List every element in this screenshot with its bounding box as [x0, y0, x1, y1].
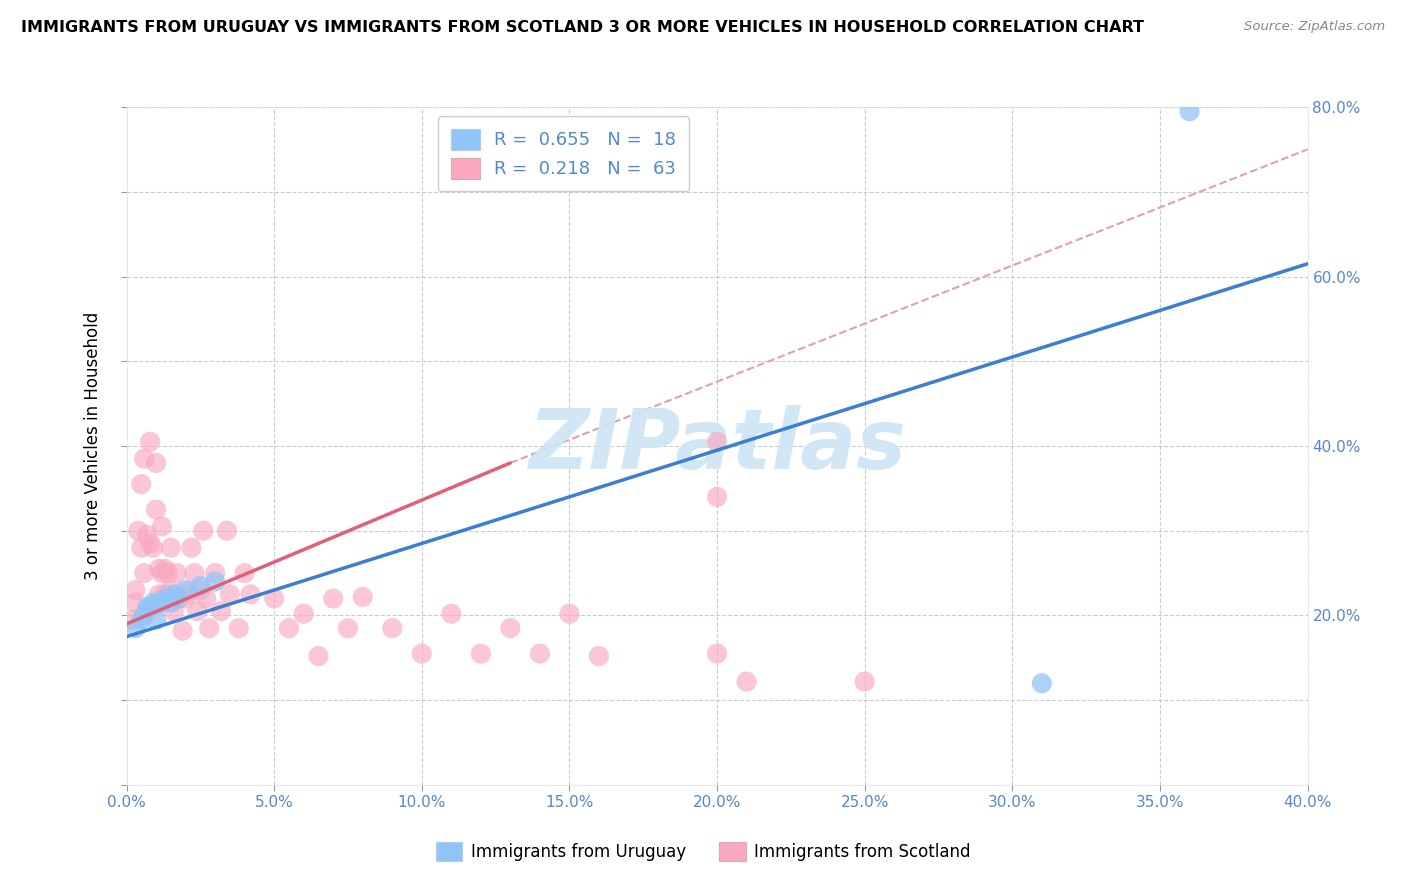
Point — [124, 596, 146, 610]
Point — [188, 579, 211, 593]
Point — [307, 649, 329, 664]
Text: ZIPatlas: ZIPatlas — [529, 406, 905, 486]
Point — [499, 621, 522, 635]
Point — [381, 621, 404, 635]
Point — [706, 434, 728, 449]
Legend: R =  0.655   N =  18, R =  0.218   N =  63: R = 0.655 N = 18, R = 0.218 N = 63 — [439, 116, 689, 191]
Point — [853, 674, 876, 689]
Point — [127, 524, 149, 538]
Point — [139, 536, 162, 550]
Point — [124, 621, 146, 635]
Point — [124, 583, 146, 598]
Point — [145, 502, 167, 516]
Point — [588, 649, 610, 664]
Point — [166, 591, 188, 606]
Text: Source: ZipAtlas.com: Source: ZipAtlas.com — [1244, 20, 1385, 33]
Point — [735, 674, 758, 689]
Point — [292, 607, 315, 621]
Point — [233, 566, 256, 580]
Point — [159, 583, 183, 598]
Point — [148, 562, 170, 576]
Point — [150, 566, 173, 580]
Point — [215, 524, 238, 538]
Point — [186, 604, 208, 618]
Point — [198, 621, 221, 635]
Point — [166, 566, 188, 580]
Point — [150, 596, 173, 610]
Point — [278, 621, 301, 635]
Point — [706, 647, 728, 661]
Point — [153, 591, 176, 606]
Point — [156, 566, 179, 580]
Point — [177, 584, 200, 599]
Point — [169, 591, 191, 606]
Point — [470, 647, 492, 661]
Point — [209, 604, 232, 618]
Point — [193, 524, 215, 538]
Point — [159, 596, 183, 610]
Text: IMMIGRANTS FROM URUGUAY VS IMMIGRANTS FROM SCOTLAND 3 OR MORE VEHICLES IN HOUSEH: IMMIGRANTS FROM URUGUAY VS IMMIGRANTS FR… — [21, 20, 1144, 35]
Legend: Immigrants from Uruguay, Immigrants from Scotland: Immigrants from Uruguay, Immigrants from… — [429, 835, 977, 868]
Point — [136, 599, 159, 614]
Point — [121, 613, 143, 627]
Point — [142, 596, 165, 610]
Point — [148, 587, 170, 601]
Point — [129, 541, 153, 555]
Point — [129, 477, 153, 491]
Point — [153, 562, 176, 576]
Point — [174, 591, 197, 606]
Point — [174, 583, 197, 598]
Point — [337, 621, 360, 635]
Point — [180, 541, 202, 555]
Point — [159, 541, 183, 555]
Point — [204, 566, 226, 580]
Point — [148, 596, 170, 610]
Point — [352, 590, 374, 604]
Point — [263, 591, 285, 606]
Point — [134, 451, 156, 466]
Point — [163, 587, 186, 601]
Point — [204, 574, 226, 589]
Point — [150, 519, 173, 533]
Point — [163, 604, 186, 618]
Point — [529, 647, 551, 661]
Point — [136, 528, 159, 542]
Point — [228, 621, 250, 635]
Point — [195, 591, 218, 606]
Point — [145, 456, 167, 470]
Point — [1178, 104, 1201, 119]
Point — [134, 566, 156, 580]
Point — [706, 490, 728, 504]
Point — [139, 599, 162, 614]
Point — [188, 583, 211, 598]
Point — [183, 566, 205, 580]
Point — [440, 607, 463, 621]
Point — [322, 591, 344, 606]
Point — [1031, 676, 1053, 690]
Point — [142, 541, 165, 555]
Point — [558, 607, 581, 621]
Point — [219, 587, 242, 601]
Point — [139, 434, 162, 449]
Point — [153, 587, 176, 601]
Point — [134, 608, 156, 623]
Y-axis label: 3 or more Vehicles in Household: 3 or more Vehicles in Household — [84, 312, 103, 580]
Point — [239, 587, 262, 601]
Point — [411, 647, 433, 661]
Point — [129, 613, 153, 627]
Point — [145, 613, 167, 627]
Point — [172, 624, 194, 638]
